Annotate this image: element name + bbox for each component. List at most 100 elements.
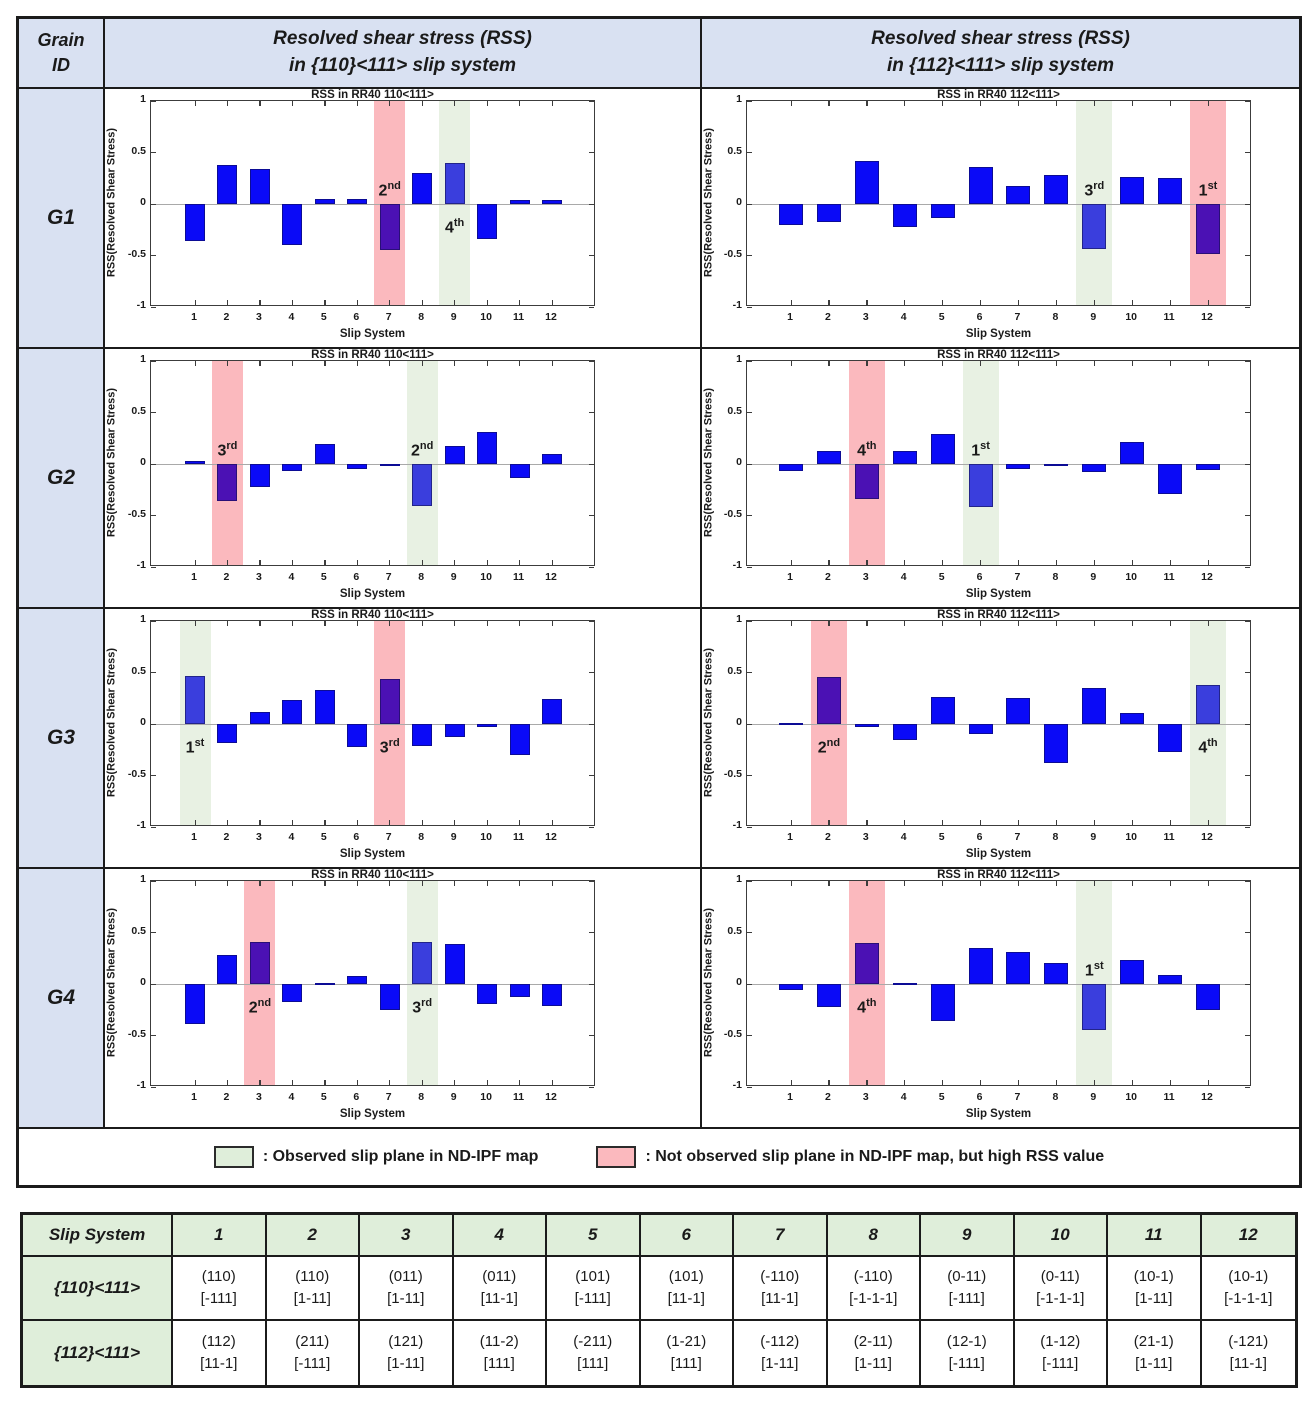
rank-suffix: rd bbox=[388, 737, 400, 749]
zero-line bbox=[151, 204, 594, 205]
x-tick-label: 3 bbox=[255, 311, 262, 323]
slip-table-header-label: Slip System bbox=[23, 1215, 173, 1257]
x-axis-tick bbox=[291, 101, 294, 106]
x-tick-label: 10 bbox=[1125, 311, 1138, 323]
bar-slip-7 bbox=[379, 464, 400, 467]
slip-cell: (0-11) [-111] bbox=[921, 1257, 1015, 1321]
bar-slip-10 bbox=[1120, 712, 1145, 724]
y-axis-tick bbox=[1245, 152, 1250, 154]
rank-label: 3rd bbox=[412, 997, 433, 1017]
bar-slip-10 bbox=[1120, 960, 1145, 984]
x-axis-tick bbox=[389, 1080, 391, 1085]
slip-cell: (112) [11-1] bbox=[173, 1321, 267, 1385]
slip-direction: [11-1] bbox=[761, 1290, 799, 1307]
y-axis-tick bbox=[747, 100, 752, 102]
slip-direction: [11-1] bbox=[1229, 1355, 1267, 1372]
rank-suffix: nd bbox=[826, 737, 841, 749]
chart-g1-112: RSS in RR40 112<111> RSS(Resolved Shear S… bbox=[702, 89, 1299, 349]
x-tick-label: 3 bbox=[255, 571, 262, 583]
slip-direction: [111] bbox=[577, 1355, 609, 1372]
y-axis-tick bbox=[747, 360, 752, 362]
x-axis-label: Slip System bbox=[965, 588, 1032, 600]
x-axis-tick bbox=[828, 621, 830, 626]
zero-line bbox=[747, 464, 1250, 465]
rank-label: 1st bbox=[971, 440, 990, 460]
bar-slip-7 bbox=[1006, 186, 1031, 204]
y-axis-tick bbox=[151, 152, 156, 154]
x-tick-label: 1 bbox=[787, 571, 793, 583]
x-tick-label: 11 bbox=[512, 571, 525, 583]
x-axis-tick bbox=[828, 820, 830, 825]
x-axis-tick bbox=[942, 101, 944, 106]
y-axis-tick bbox=[747, 515, 752, 517]
chart-title: RSS in RR40 112<111> bbox=[937, 609, 1060, 621]
legend-item-observed: : Observed slip plane in ND-IPF map bbox=[213, 1146, 538, 1168]
x-axis-tick bbox=[1017, 820, 1020, 825]
slip-cell: (10-1) [1-11] bbox=[1108, 1257, 1202, 1321]
chart-g2-112: RSS in RR40 112<111> RSS(Resolved Shear S… bbox=[702, 349, 1299, 609]
x-tick-label: 1 bbox=[191, 311, 197, 323]
x-axis-tick bbox=[866, 101, 868, 106]
x-axis-tick bbox=[421, 560, 423, 565]
x-axis-tick bbox=[226, 621, 229, 626]
x-axis-tick bbox=[389, 820, 391, 825]
y-axis-tick bbox=[589, 1086, 594, 1088]
y-axis-tick bbox=[747, 203, 752, 205]
rank-suffix: nd bbox=[257, 997, 272, 1009]
x-axis-tick bbox=[980, 881, 982, 886]
bar-slip-12 bbox=[1196, 204, 1220, 255]
slip-cell: (101) [11-1] bbox=[640, 1257, 734, 1321]
observed-slip-plane-swatch bbox=[213, 1146, 254, 1168]
x-axis-tick bbox=[259, 1080, 261, 1085]
x-tick-label: 1 bbox=[191, 571, 197, 583]
x-axis-tick bbox=[389, 560, 391, 565]
zero-line bbox=[151, 464, 594, 465]
x-axis-label: Slip System bbox=[965, 328, 1032, 340]
y-axis-tick bbox=[151, 463, 156, 465]
x-axis-tick bbox=[356, 300, 358, 305]
slip-cell: (10-1) [-1-1-1] bbox=[1201, 1257, 1295, 1321]
y-axis-tick bbox=[1245, 620, 1250, 622]
rank-label: 4th bbox=[444, 217, 465, 237]
y-axis-tick bbox=[1245, 515, 1250, 517]
x-axis-tick bbox=[1055, 820, 1058, 825]
x-tick-label: 10 bbox=[480, 831, 492, 843]
slip-plane: (011) bbox=[388, 1268, 423, 1286]
x-axis-tick bbox=[194, 621, 196, 626]
x-tick-label: 7 bbox=[385, 311, 392, 323]
slip-plane: (101) bbox=[575, 1268, 611, 1286]
x-axis-tick bbox=[259, 881, 261, 886]
rank-suffix: st bbox=[1207, 180, 1218, 192]
x-axis-tick bbox=[1169, 560, 1171, 565]
x-axis-tick bbox=[980, 1080, 982, 1085]
x-axis-tick bbox=[421, 820, 423, 825]
x-tick-label: 1 bbox=[787, 311, 793, 323]
slip-cell: (-121) [11-1] bbox=[1201, 1321, 1295, 1385]
x-tick-label: 9 bbox=[1090, 1091, 1097, 1103]
x-axis-tick bbox=[486, 820, 488, 825]
slip-plane: (0-11) bbox=[1040, 1268, 1080, 1286]
x-axis-tick bbox=[980, 361, 982, 366]
x-tick-label: 5 bbox=[320, 831, 327, 843]
slip-direction: [-1-1-1] bbox=[849, 1290, 898, 1307]
y-axis-tick bbox=[151, 672, 156, 674]
rank-label: 1st bbox=[1198, 180, 1218, 200]
y-axis-tick bbox=[1245, 412, 1250, 414]
x-axis-tick bbox=[324, 361, 326, 366]
x-tick-label: 1 bbox=[191, 831, 197, 843]
bar-slip-8 bbox=[412, 724, 433, 746]
y-axis-tick bbox=[1245, 100, 1250, 102]
x-axis-tick bbox=[486, 361, 488, 366]
x-axis-tick bbox=[1017, 361, 1020, 366]
slip-cell: (011) [11-1] bbox=[453, 1257, 547, 1321]
x-axis-tick bbox=[324, 820, 326, 825]
chart-title: RSS in RR40 110<111> bbox=[311, 349, 434, 361]
x-axis-tick bbox=[1093, 621, 1095, 626]
slip-cell: (1-21) [111] bbox=[640, 1321, 734, 1385]
y-tick-label: 0.5 bbox=[131, 924, 146, 937]
x-axis-tick bbox=[454, 560, 456, 565]
bar-slip-4 bbox=[282, 464, 303, 472]
slip-header-7: 7 bbox=[734, 1215, 828, 1257]
x-axis-tick bbox=[1093, 1080, 1095, 1085]
